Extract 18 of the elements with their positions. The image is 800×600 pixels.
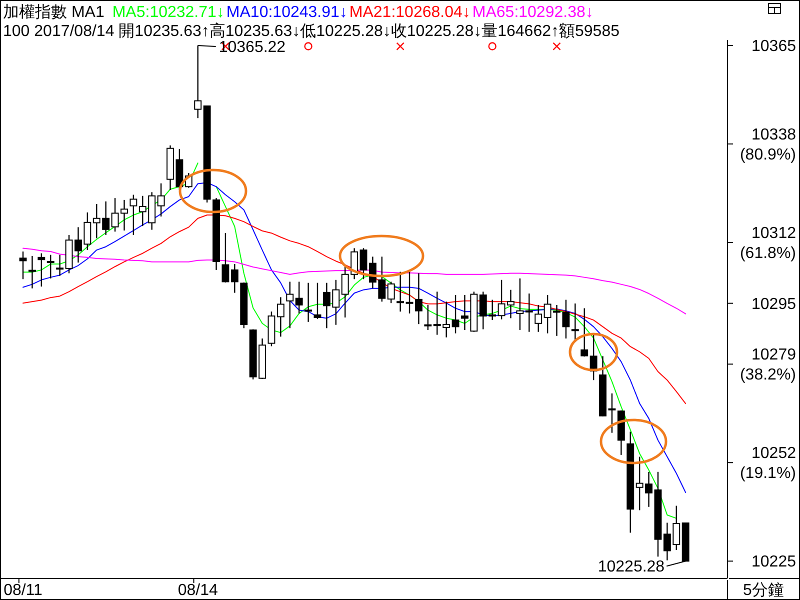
annotation: 10225.28 xyxy=(598,558,665,576)
y-tick-label: 10338 (80.9%) xyxy=(740,126,796,164)
legend-item: MA65:10292.38↓ xyxy=(472,4,594,21)
y-tick-label: 10225 xyxy=(752,554,796,571)
x-axis-title: 5分鐘 xyxy=(743,582,784,599)
y-tick-label: 10295 xyxy=(752,296,796,313)
subtitle: 100 2017/08/14 開10235.63↑高10235.63↓低10225.28↓收10225.28↓量164662↑額59585 xyxy=(3,23,620,40)
annotation: 10365.22 xyxy=(218,38,286,56)
y-tick-label: 10312 (61.8%) xyxy=(740,224,796,262)
x-tick-label: 08/14 xyxy=(178,582,218,599)
legend-item: MA21:10268.04↓ xyxy=(349,4,470,21)
legend-item: MA5:10232.71↓ xyxy=(112,4,224,21)
y-tick-label: 10279 (38.2%) xyxy=(740,346,796,384)
legend-item: MA10:10243.91↓ xyxy=(226,4,348,21)
y-tick-label: 10365 xyxy=(752,38,796,55)
y-tick-label: 10252 (19.1%) xyxy=(740,445,796,482)
x-tick-label: 08/11 xyxy=(4,582,42,599)
title: 加權指數 MA1 xyxy=(3,4,104,21)
